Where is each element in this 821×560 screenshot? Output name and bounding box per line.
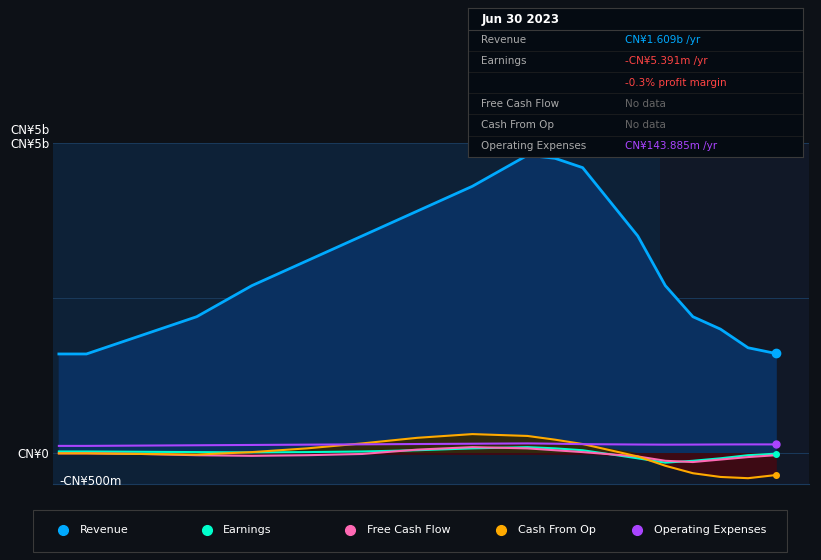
Text: Cash From Op: Cash From Op bbox=[481, 120, 554, 130]
Text: -CN¥500m: -CN¥500m bbox=[59, 475, 122, 488]
Text: Earnings: Earnings bbox=[481, 57, 527, 67]
Text: Cash From Op: Cash From Op bbox=[518, 525, 595, 535]
Text: Free Cash Flow: Free Cash Flow bbox=[367, 525, 450, 535]
Text: Revenue: Revenue bbox=[481, 35, 526, 45]
Text: Revenue: Revenue bbox=[80, 525, 128, 535]
Text: Free Cash Flow: Free Cash Flow bbox=[481, 99, 559, 109]
Text: -0.3% profit margin: -0.3% profit margin bbox=[626, 78, 727, 87]
Text: No data: No data bbox=[626, 120, 667, 130]
Text: CN¥5b: CN¥5b bbox=[11, 124, 50, 137]
Text: Operating Expenses: Operating Expenses bbox=[481, 141, 587, 151]
Text: CN¥143.885m /yr: CN¥143.885m /yr bbox=[626, 141, 718, 151]
Text: Operating Expenses: Operating Expenses bbox=[654, 525, 766, 535]
Text: -CN¥5.391m /yr: -CN¥5.391m /yr bbox=[626, 57, 708, 67]
Text: Jun 30 2023: Jun 30 2023 bbox=[481, 12, 559, 26]
Text: No data: No data bbox=[626, 99, 667, 109]
Bar bbox=[660, 143, 821, 484]
Text: CN¥1.609b /yr: CN¥1.609b /yr bbox=[626, 35, 700, 45]
Text: Earnings: Earnings bbox=[223, 525, 272, 535]
